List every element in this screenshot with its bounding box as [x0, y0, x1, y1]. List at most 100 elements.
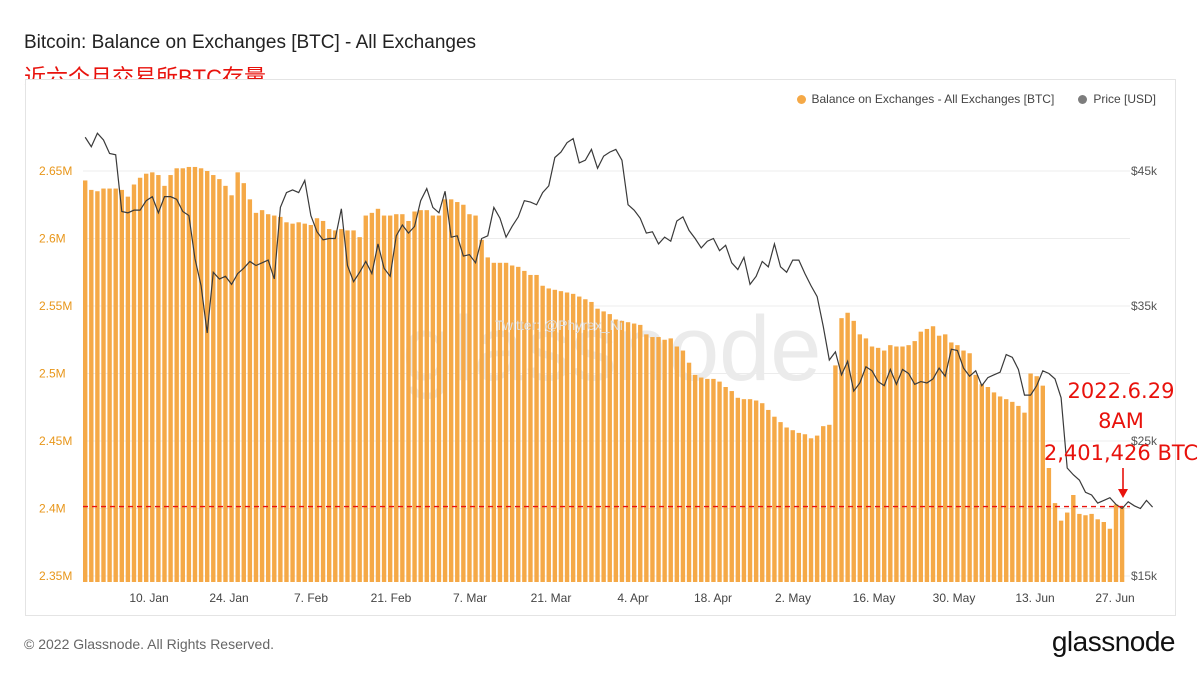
bar: [174, 168, 179, 583]
bar: [400, 214, 405, 582]
chart-legend[interactable]: Balance on Exchanges - All Exchanges [BT…: [796, 92, 1156, 106]
bar: [1004, 399, 1009, 582]
bar: [741, 399, 747, 582]
x-tick-label: 7. Mar: [453, 591, 487, 605]
bar: [961, 350, 966, 582]
bar: [1052, 503, 1058, 582]
bar: [833, 365, 838, 582]
y-tick-label-right: $15k: [1131, 569, 1158, 583]
bar: [1065, 512, 1070, 582]
legend-dot-balance: [796, 94, 806, 104]
bar: [680, 350, 686, 582]
bar: [936, 335, 942, 582]
glassnode-logo[interactable]: glassnode: [1051, 626, 1176, 657]
bar: [723, 387, 728, 582]
y-tick-label-right: $45k: [1131, 164, 1158, 178]
bar: [406, 220, 411, 582]
bar: [985, 387, 991, 582]
bar: [455, 202, 460, 583]
bar: [314, 218, 320, 582]
bar: [540, 285, 545, 582]
bar: [607, 314, 612, 582]
chart-panel: [25, 79, 1176, 616]
bar: [351, 230, 356, 582]
x-tick-label: 21. Mar: [531, 591, 572, 605]
bar: [89, 189, 94, 582]
bar: [308, 225, 314, 582]
bar: [930, 326, 936, 582]
chart-title: Bitcoin: Balance on Exchanges [BTC] - Al…: [24, 32, 477, 53]
bar: [284, 222, 289, 583]
bar: [949, 342, 954, 582]
bar: [662, 339, 667, 582]
x-tick-label: 24. Jan: [209, 591, 248, 605]
bar: [113, 188, 118, 583]
bar: [278, 216, 283, 582]
bar: [747, 399, 753, 582]
bar: [394, 214, 399, 582]
bar: [448, 199, 454, 582]
x-tick-label: 27. Jun: [1095, 591, 1134, 605]
bar: [717, 381, 722, 582]
bar: [912, 341, 917, 582]
bar: [857, 334, 863, 582]
bar: [711, 378, 716, 582]
bar: [1046, 468, 1052, 582]
bar: [473, 215, 478, 583]
bar: [442, 199, 448, 582]
bar: [845, 312, 850, 582]
bar: [814, 435, 820, 582]
bar: [967, 353, 972, 582]
bar: [503, 262, 509, 582]
bar: [83, 180, 88, 582]
bar: [125, 196, 131, 582]
bar: [894, 346, 899, 582]
bar: [143, 173, 149, 582]
bar: [955, 345, 960, 582]
bar: [198, 168, 204, 583]
bar: [1083, 515, 1088, 582]
bar: [522, 270, 527, 582]
bar: [192, 166, 198, 582]
bar: [613, 319, 619, 582]
bar: [638, 324, 643, 582]
bar: [180, 168, 185, 583]
bar: [906, 345, 911, 582]
bar: [552, 289, 558, 582]
bar: [784, 427, 789, 582]
bar: [546, 288, 551, 582]
bar: [778, 422, 783, 582]
bar: [223, 185, 228, 582]
bar: [156, 175, 161, 583]
y-tick-label-left: 2.55M: [39, 299, 72, 313]
bar: [137, 177, 143, 582]
bar: [595, 308, 600, 582]
bar: [564, 292, 570, 582]
bar: [241, 183, 246, 582]
bar: [235, 172, 240, 582]
bar: [1034, 376, 1039, 582]
bar: [1119, 506, 1125, 582]
bar: [692, 374, 698, 582]
bar: [131, 184, 137, 582]
bar: [644, 334, 649, 582]
bar: [973, 374, 978, 582]
bar: [369, 212, 375, 582]
bar: [625, 322, 631, 582]
legend-item-balance[interactable]: Balance on Exchanges - All Exchanges [BT…: [796, 92, 1054, 106]
legend-item-price[interactable]: Price [USD]: [1078, 92, 1156, 106]
bar: [924, 328, 930, 582]
annotation-arrow-head: [1118, 489, 1128, 498]
bar: [705, 378, 710, 582]
bar: [485, 257, 490, 582]
bar: [247, 199, 253, 582]
bar: [918, 331, 924, 582]
bar: [668, 338, 673, 582]
bar: [888, 345, 893, 582]
bar: [851, 320, 856, 582]
bar: [1028, 373, 1033, 582]
bar: [827, 424, 832, 582]
y-tick-label-left: 2.4M: [39, 502, 66, 516]
bar: [601, 311, 606, 582]
bar: [882, 350, 887, 582]
